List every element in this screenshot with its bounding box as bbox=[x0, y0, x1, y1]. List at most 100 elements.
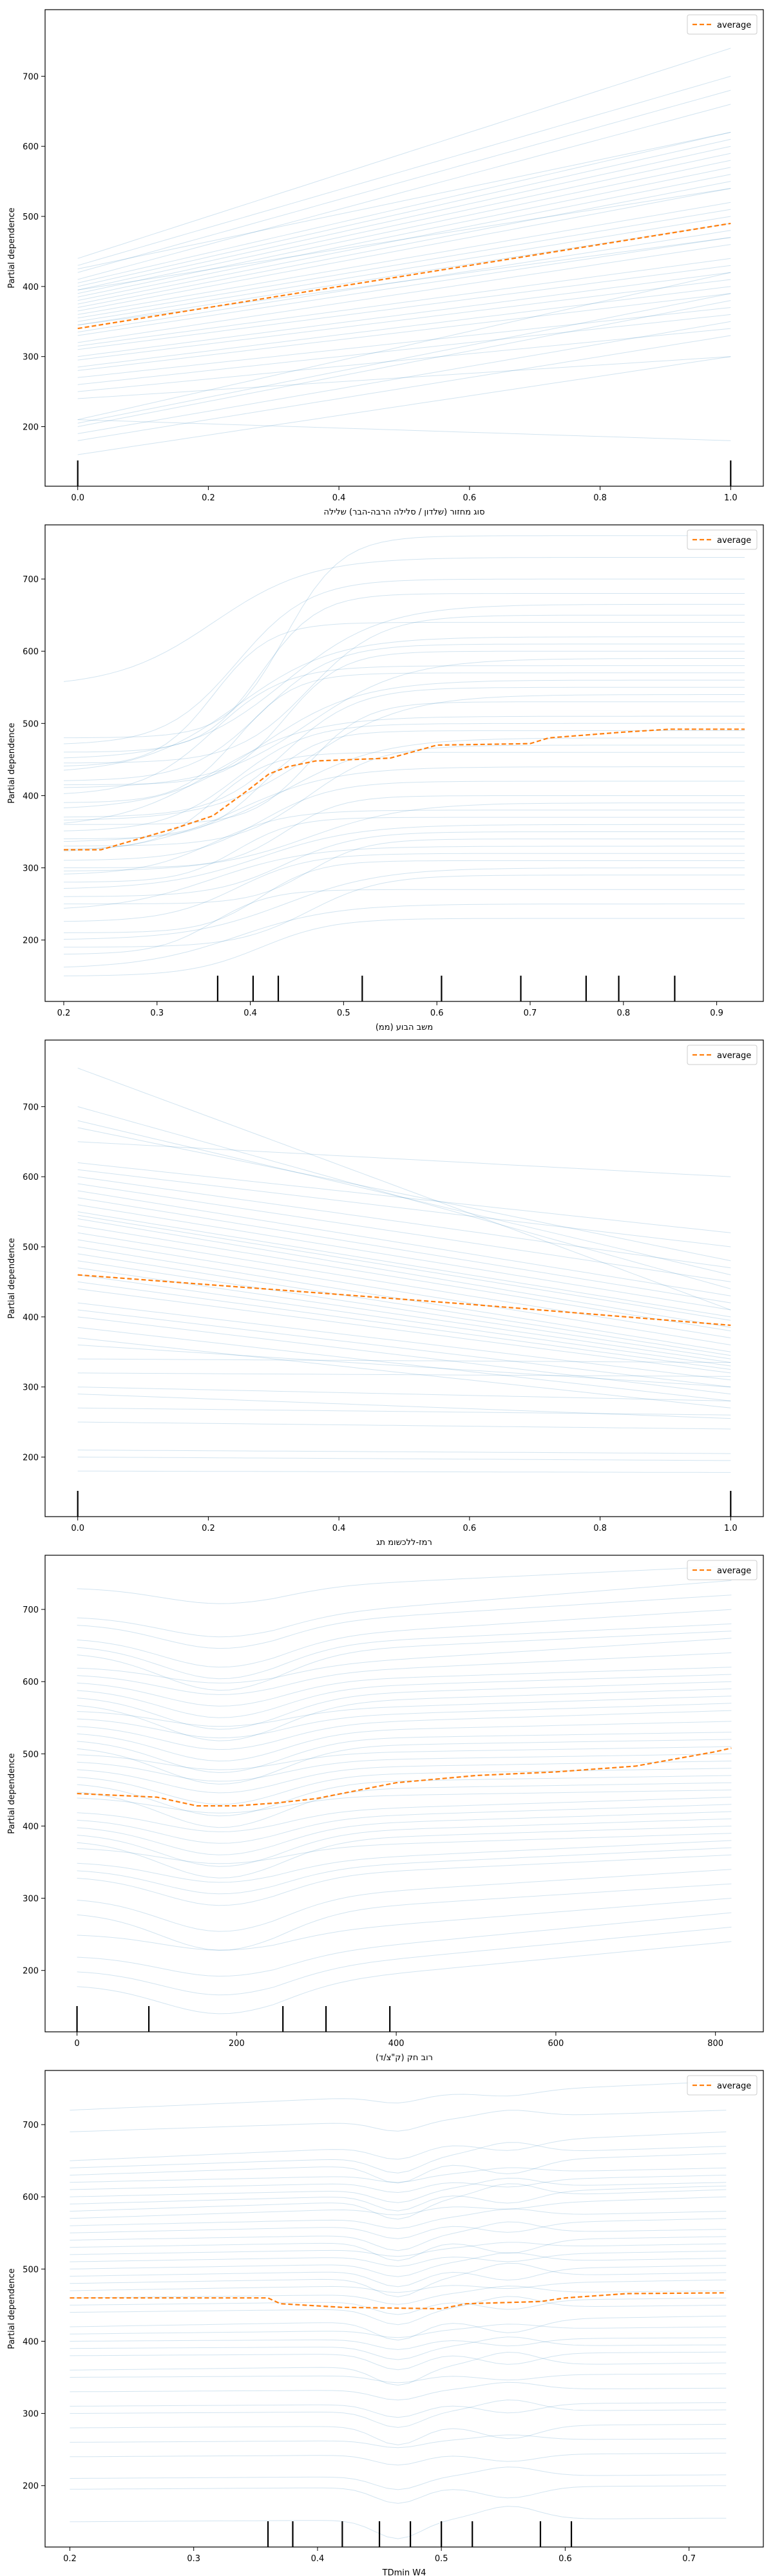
x-tick-label: 0.8 bbox=[593, 1524, 607, 1533]
x-tick-label: 0.4 bbox=[332, 1524, 346, 1533]
x-tick-label: 200 bbox=[229, 2039, 245, 2049]
ice-line bbox=[77, 153, 731, 294]
ice-line bbox=[77, 1681, 732, 1730]
ice-line bbox=[77, 1609, 732, 1668]
legend: average bbox=[687, 1045, 758, 1065]
legend-box bbox=[687, 1560, 758, 1580]
legend: average bbox=[687, 14, 758, 35]
ice-line bbox=[70, 2434, 727, 2448]
ice-line bbox=[77, 1652, 732, 1695]
ice-line bbox=[63, 687, 745, 818]
ice-line bbox=[77, 1710, 732, 1750]
ice-line bbox=[77, 1753, 732, 1782]
ice-line bbox=[77, 1854, 732, 1906]
ice-line bbox=[64, 535, 745, 739]
y-tick-label: 400 bbox=[23, 283, 39, 292]
x-tick-label: 0.7 bbox=[682, 2554, 696, 2564]
x-tick-label: 0.4 bbox=[243, 1009, 257, 1018]
y-tick-label: 600 bbox=[23, 142, 39, 152]
x-tick-label: 0.2 bbox=[202, 493, 215, 503]
ice-line bbox=[77, 1450, 731, 1454]
ice-line bbox=[63, 603, 745, 759]
ice-line bbox=[77, 1169, 731, 1247]
ice-line bbox=[77, 1162, 731, 1233]
ice-line bbox=[77, 1211, 731, 1318]
chart-panel: 0.2 0.3 0.4 0.5 0.6 0.7 0.8 0.9 200 300 400 500 600 7… bbox=[7, 524, 764, 1032]
y-tick-label: 300 bbox=[23, 353, 39, 363]
ice-line bbox=[63, 853, 745, 922]
ice-line bbox=[77, 146, 731, 290]
ice-line bbox=[77, 1387, 731, 1401]
ice-line bbox=[63, 665, 745, 794]
ice-line bbox=[70, 2315, 727, 2341]
x-tick-label: 0.2 bbox=[202, 1524, 215, 1533]
y-tick-label: 700 bbox=[23, 72, 39, 82]
x-tick-label: 0.3 bbox=[187, 2554, 200, 2564]
ice-line bbox=[77, 279, 731, 361]
ice-line bbox=[77, 131, 731, 283]
y-tick-label: 500 bbox=[23, 2265, 39, 2275]
ice-line bbox=[63, 679, 745, 808]
ice-line bbox=[63, 875, 745, 948]
ice-line bbox=[77, 1721, 732, 1762]
ice-line bbox=[77, 237, 731, 326]
ice-line bbox=[77, 181, 731, 308]
ice-line bbox=[63, 643, 745, 781]
ice-line bbox=[77, 1344, 731, 1388]
ice-line bbox=[70, 2183, 727, 2220]
ice-line bbox=[70, 2351, 727, 2371]
ice-line bbox=[77, 1197, 731, 1303]
y-tick-label: 600 bbox=[23, 2193, 39, 2202]
y-tick-label: 600 bbox=[23, 1173, 39, 1182]
legend: average bbox=[687, 2075, 758, 2096]
ice-line bbox=[63, 810, 745, 875]
ice-line bbox=[63, 744, 745, 847]
ice-line bbox=[77, 1782, 732, 1828]
y-tick-label: 300 bbox=[23, 2410, 39, 2420]
ice-line bbox=[77, 1260, 731, 1359]
ice-line bbox=[63, 715, 745, 824]
x-tick-label: 0.5 bbox=[337, 1009, 350, 1018]
ice-line bbox=[77, 1624, 732, 1680]
y-tick-label: 300 bbox=[23, 1895, 39, 1904]
ice-line bbox=[77, 48, 731, 259]
ice-line bbox=[77, 1761, 732, 1794]
x-tick-label: 0.6 bbox=[558, 2554, 572, 2564]
ice-line bbox=[77, 1595, 732, 1649]
ice-line bbox=[77, 1818, 732, 1867]
ice-line bbox=[77, 1667, 732, 1707]
ice-line bbox=[77, 1372, 731, 1377]
ice-line bbox=[77, 1840, 732, 1883]
y-tick-label: 700 bbox=[23, 2121, 39, 2130]
x-tick-label: 0.8 bbox=[593, 493, 607, 503]
ice-line bbox=[77, 1190, 731, 1296]
x-tick-label: 0.6 bbox=[463, 1524, 477, 1533]
ice-line bbox=[63, 614, 745, 764]
ice-line bbox=[63, 557, 745, 682]
ice-line bbox=[70, 2324, 727, 2338]
x-tick-label: 0.4 bbox=[332, 493, 346, 503]
ice-line bbox=[77, 1941, 732, 2014]
ice-line bbox=[77, 1421, 731, 1430]
ice-line bbox=[70, 2242, 727, 2257]
x-tick-label: 0.2 bbox=[57, 1009, 71, 1018]
ice-line bbox=[70, 2142, 727, 2174]
ice-lines bbox=[70, 2081, 727, 2539]
ice-line bbox=[77, 1811, 732, 1855]
ice-line bbox=[77, 1898, 732, 1951]
chart-panel: 0 200 400 600 800 200 300 400 500 600 700 רוב חק (ק… bbox=[7, 1555, 764, 2063]
ice-line bbox=[77, 293, 731, 424]
y-tick-label: 500 bbox=[23, 1750, 39, 1759]
y-tick-label: 500 bbox=[23, 719, 39, 729]
ice-line bbox=[70, 2452, 727, 2466]
ice-line bbox=[77, 1253, 731, 1356]
y-tick-label: 200 bbox=[23, 1454, 39, 1463]
y-tick-label: 700 bbox=[23, 1605, 39, 1615]
ice-line bbox=[64, 838, 745, 905]
ice-line bbox=[77, 1566, 732, 1604]
y-tick-label: 400 bbox=[23, 2337, 39, 2347]
ice-line bbox=[64, 701, 745, 825]
ice-line bbox=[77, 1804, 732, 1844]
ice-line bbox=[77, 167, 731, 301]
